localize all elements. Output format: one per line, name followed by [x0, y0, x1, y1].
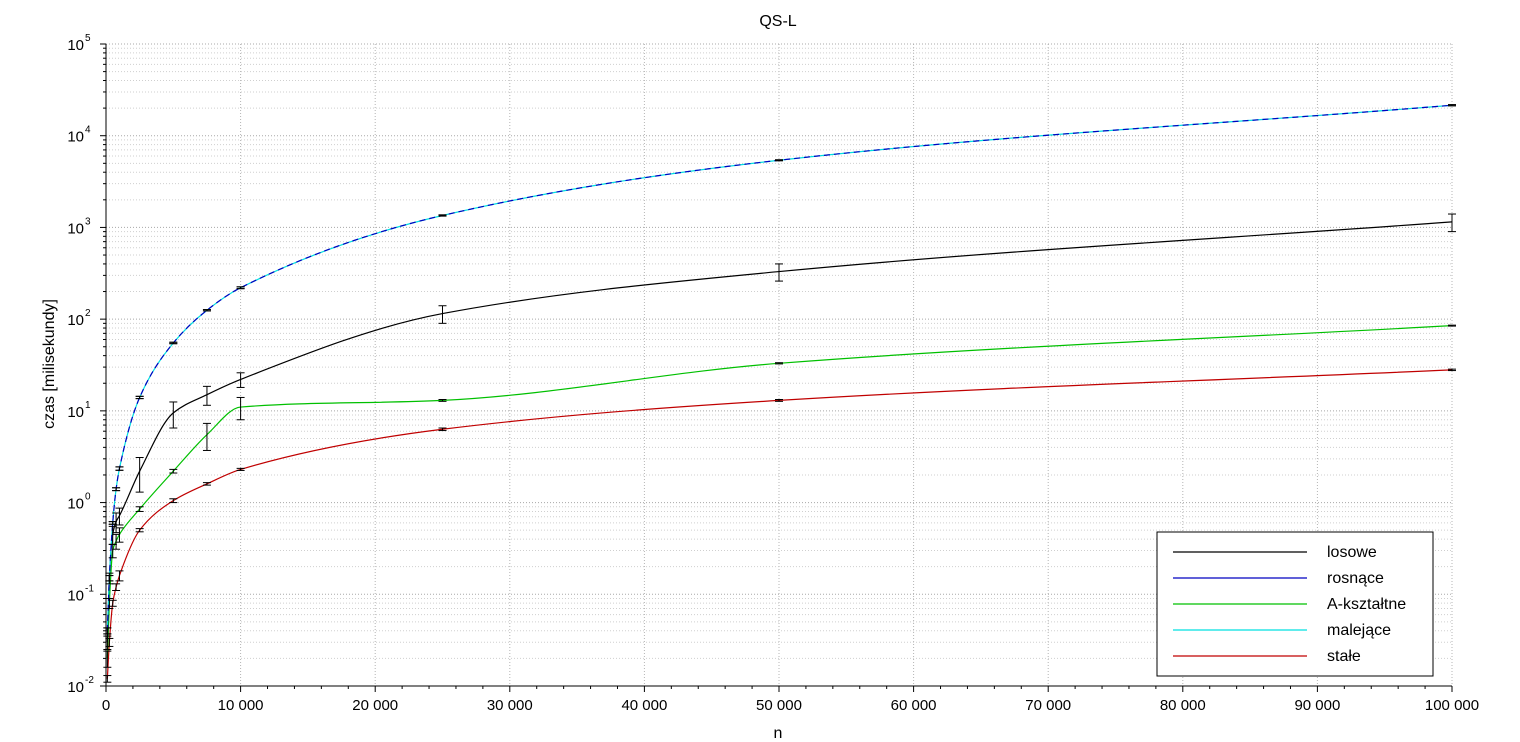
error-bar	[1448, 324, 1456, 327]
error-bar	[115, 527, 124, 543]
error-bar	[202, 385, 211, 406]
y-tick-label: 10	[67, 37, 84, 54]
x-tick-label: 20 000	[352, 697, 398, 714]
error-bar	[236, 286, 245, 290]
tick-labels: 0 10 000 20 000 30 000 40 000 50 000 60 000 70 …	[67, 33, 1479, 714]
legend: losowe rosnące A-kształtne malejące stałe	[1156, 531, 1434, 677]
x-tick-label: 30 000	[487, 697, 533, 714]
error-bar	[135, 528, 144, 533]
error-bar	[775, 398, 783, 402]
legend-label: rosnące	[1327, 570, 1384, 587]
error-bar	[169, 498, 178, 504]
error-bar	[135, 457, 144, 493]
error-bar	[202, 482, 211, 486]
error-bar	[169, 468, 178, 474]
error-bar	[438, 427, 447, 432]
legend-label: stałe	[1327, 648, 1361, 665]
error-bar	[236, 372, 245, 388]
series-line-5	[106, 369, 1453, 679]
x-tick-label: 50 000	[756, 697, 802, 714]
y-tick-label-exponent: -2	[85, 675, 94, 686]
y-tick-label: 10	[67, 404, 84, 421]
error-bar	[438, 398, 447, 402]
error-bar	[775, 263, 783, 282]
error-bar	[135, 395, 144, 400]
error-bar	[438, 214, 447, 217]
error-bar	[1448, 368, 1456, 372]
y-tick-label-exponent: 4	[85, 125, 91, 136]
x-tick-label: 10 000	[218, 697, 264, 714]
error-bar	[1448, 104, 1456, 107]
x-tick-label: 0	[102, 697, 110, 714]
error-bar	[112, 583, 121, 591]
series-line-2	[106, 104, 1453, 631]
error-bar	[169, 401, 178, 429]
error-bar	[103, 675, 112, 683]
y-tick-label-exponent: 1	[85, 400, 91, 411]
y-tick-label: 10	[67, 129, 84, 146]
axes	[100, 43, 1453, 692]
y-axis-title: czas [milisekundy]	[41, 299, 58, 429]
error-bar	[115, 570, 124, 582]
error-bar	[1448, 213, 1456, 233]
error-bar	[108, 543, 117, 559]
error-bar	[115, 507, 124, 526]
error-bar	[775, 362, 783, 365]
y-tick-label: 10	[67, 496, 84, 513]
error-bar	[438, 305, 447, 324]
x-tick-label: 70 000	[1025, 697, 1071, 714]
y-tick-label-exponent: 3	[85, 216, 91, 227]
legend-label: malejące	[1327, 622, 1391, 639]
error-bar	[108, 521, 117, 525]
y-tick-label: 10	[67, 679, 84, 696]
legend-label: A-kształtne	[1327, 596, 1406, 613]
series-line-1	[106, 221, 1453, 643]
series-layer	[106, 104, 1453, 679]
y-tick-label-exponent: 2	[85, 308, 91, 319]
error-bar	[112, 487, 121, 492]
error-bar	[103, 650, 112, 668]
x-tick-label: 60 000	[891, 697, 937, 714]
error-bar	[112, 512, 121, 534]
error-bar	[169, 341, 178, 345]
error-bar	[135, 506, 144, 512]
error-bar	[105, 575, 114, 582]
error-bar	[236, 396, 245, 421]
error-bar	[108, 599, 117, 607]
x-tick-label: 80 000	[1160, 697, 1206, 714]
x-tick-label: 100 000	[1425, 697, 1479, 714]
y-tick-label-exponent: -1	[85, 583, 94, 594]
x-tick-label: 90 000	[1294, 697, 1340, 714]
legend-label: losowe	[1327, 544, 1377, 561]
x-tick-label: 40 000	[621, 697, 667, 714]
error-bars-layer	[103, 104, 1456, 683]
error-bar	[236, 467, 245, 471]
error-bar	[115, 466, 124, 471]
y-tick-label: 10	[67, 220, 84, 237]
chart-title: QS-L	[759, 13, 796, 30]
series-line-3	[106, 325, 1453, 659]
y-tick-label-exponent: 5	[85, 33, 91, 44]
error-bar	[202, 309, 211, 312]
error-bar	[105, 637, 114, 647]
y-tick-label-exponent: 0	[85, 492, 91, 503]
y-tick-label: 10	[67, 587, 84, 604]
x-axis-title: n	[774, 725, 783, 742]
error-bar	[103, 627, 112, 635]
error-bar	[202, 422, 211, 451]
grid	[105, 43, 1453, 687]
error-bar	[775, 159, 783, 162]
y-tick-label: 10	[67, 312, 84, 329]
